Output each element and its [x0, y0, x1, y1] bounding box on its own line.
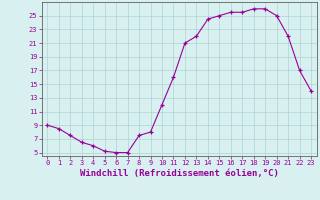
- X-axis label: Windchill (Refroidissement éolien,°C): Windchill (Refroidissement éolien,°C): [80, 169, 279, 178]
